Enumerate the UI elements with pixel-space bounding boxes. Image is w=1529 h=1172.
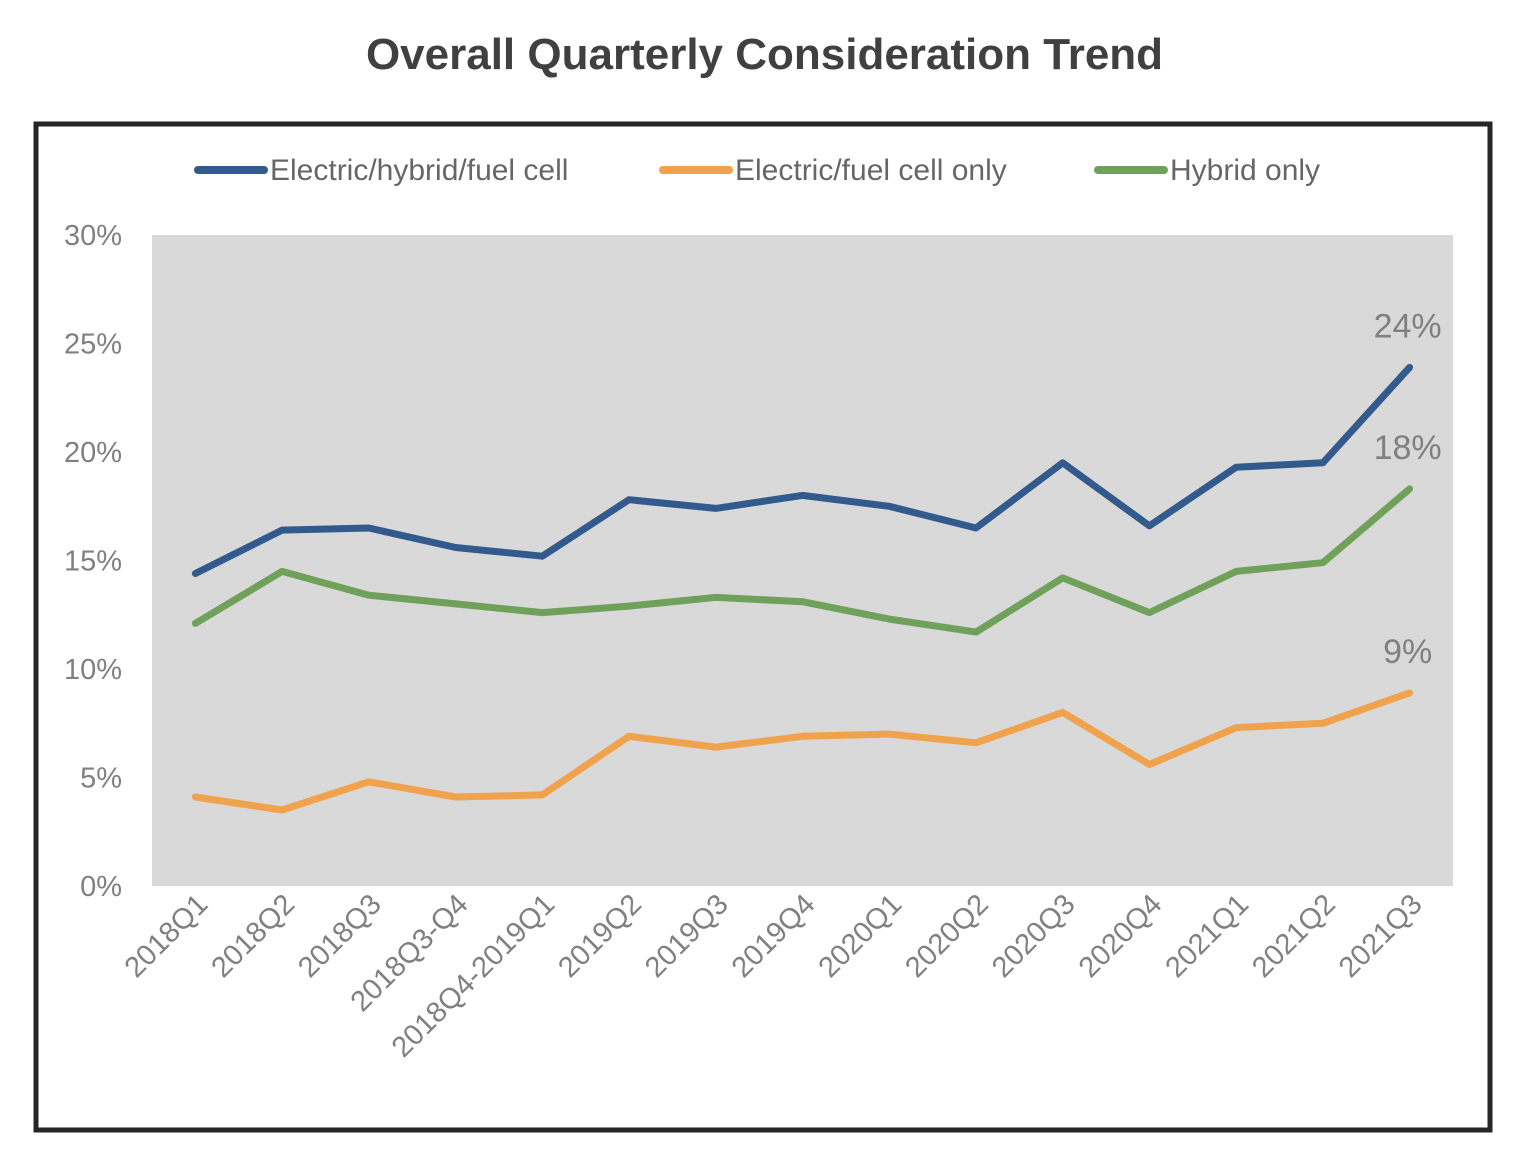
end-data-label: 24% [1374, 307, 1442, 345]
series-line-3 [191, 485, 1414, 636]
y-tick-label: 30% [64, 220, 122, 252]
y-tick-label: 10% [64, 654, 122, 686]
y-tick-label: 5% [80, 763, 122, 795]
end-data-label: 9% [1383, 633, 1432, 671]
series-line-2 [191, 689, 1414, 814]
legend: Electric/hybrid/fuel cell Electric/fuel c… [194, 154, 1320, 187]
y-tick-label: 20% [64, 437, 122, 469]
legend-label: Electric/fuel cell only [735, 154, 1007, 187]
end-data-label: 18% [1374, 429, 1442, 467]
series-line-1 [191, 363, 1414, 577]
plot-area [152, 235, 1453, 886]
end-labels: 24% 9% 18% [1374, 307, 1442, 671]
chart-title: Overall Quarterly Consideration Trend [365, 30, 1164, 79]
y-tick-label: 0% [80, 871, 122, 903]
legend-label: Electric/hybrid/fuel cell [270, 154, 568, 187]
series-lines [191, 363, 1414, 814]
legend-label: Hybrid only [1170, 154, 1320, 187]
y-axis-ticks: 0% 5% 10% 15% 20% 25% 30% [64, 220, 122, 903]
y-tick-label: 15% [64, 546, 122, 578]
y-tick-label: 25% [64, 329, 122, 361]
